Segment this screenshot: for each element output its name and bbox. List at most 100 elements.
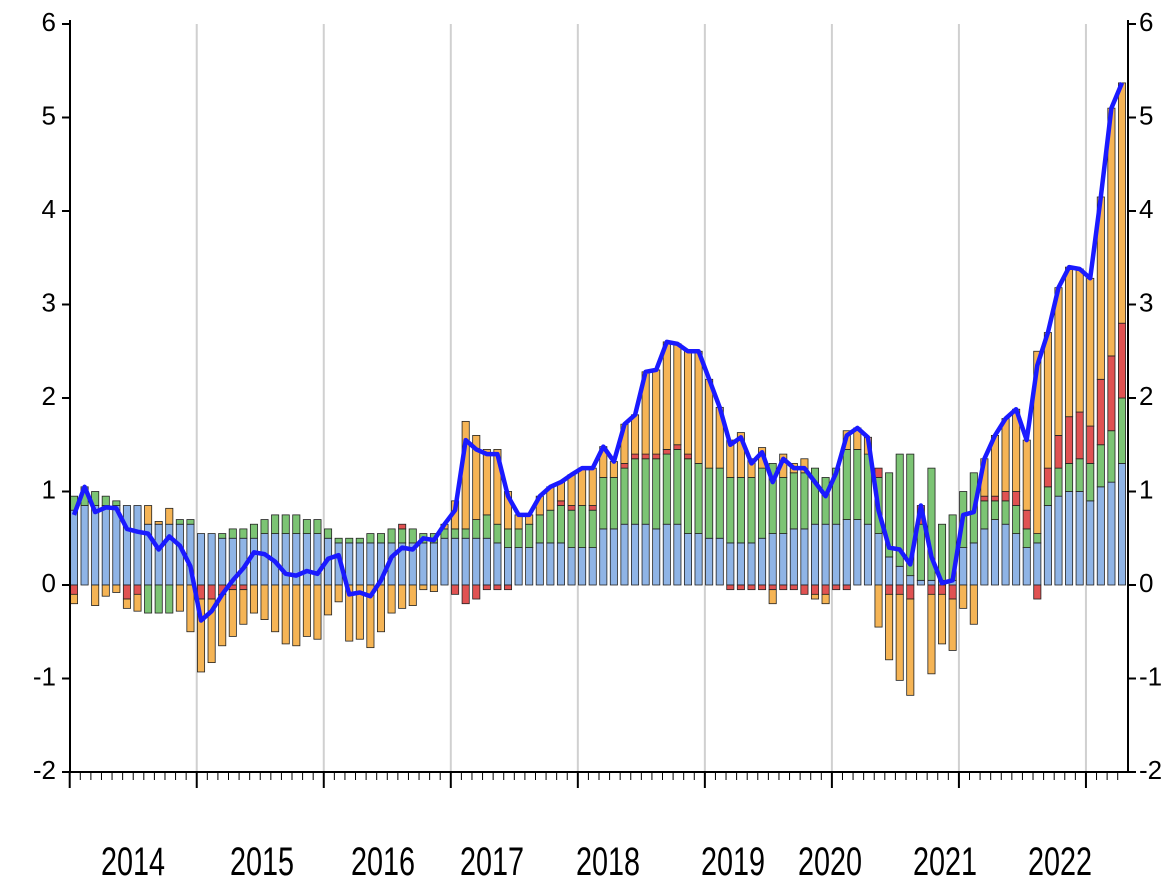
bar-segment — [927, 593, 936, 675]
bar-segment — [938, 593, 947, 645]
bar-segment — [652, 528, 661, 586]
bar-segment — [567, 474, 576, 506]
bar-segment — [144, 584, 153, 614]
bar-segment — [588, 467, 597, 506]
bar-segment — [895, 453, 904, 567]
bar-segment — [673, 523, 682, 586]
bar-segment — [736, 584, 745, 591]
bar-segment — [652, 458, 661, 530]
bar-segment — [641, 458, 650, 525]
bar-segment — [1012, 491, 1021, 506]
bar-segment — [916, 523, 925, 581]
bar-segment — [366, 533, 375, 544]
bar-segment — [207, 533, 216, 586]
bar-segment — [980, 500, 989, 530]
bar-segment — [885, 556, 894, 586]
bar-segment — [398, 584, 407, 609]
bar-segment — [895, 565, 904, 586]
bar-segment — [747, 542, 756, 586]
bar-segment — [705, 467, 714, 539]
bar-segment — [101, 495, 110, 506]
bar-segment — [419, 542, 428, 586]
bar-segment — [556, 505, 565, 544]
bar-segment — [631, 523, 640, 586]
bar-segment — [980, 495, 989, 502]
bar-segment — [609, 461, 618, 478]
bar-segment — [1107, 430, 1116, 483]
bar-segment — [652, 369, 661, 455]
bar-segment — [461, 584, 470, 605]
bar-segment — [588, 509, 597, 549]
bar-segment — [302, 584, 311, 637]
bar-segment — [726, 584, 735, 591]
bar-segment — [631, 414, 640, 455]
bar-segment — [292, 584, 301, 647]
bar-segment — [70, 584, 78, 595]
bar-segment — [429, 542, 438, 586]
bar-segment — [556, 500, 565, 506]
bar-segment — [419, 584, 428, 591]
bar-segment — [1096, 378, 1105, 446]
bar-segment — [154, 584, 163, 614]
bar-segment — [800, 584, 809, 595]
y2-tick-label: 5 — [1139, 100, 1153, 130]
bar-segment — [1022, 509, 1031, 530]
bar-segment — [620, 523, 629, 586]
bar-segment — [641, 523, 650, 586]
bar-segment — [705, 537, 714, 586]
bar-segment — [154, 523, 163, 586]
bar-segment — [408, 584, 417, 606]
bar-segment — [133, 505, 142, 586]
bar-segment — [1033, 542, 1042, 586]
bar-segment — [895, 584, 904, 595]
bar-segment — [355, 537, 364, 544]
bar-segment — [1086, 463, 1095, 502]
bar-segment — [620, 467, 629, 525]
bar-segment — [938, 584, 947, 595]
bar-segment — [1022, 547, 1031, 586]
bar-segment — [472, 537, 481, 586]
bar-segment — [895, 593, 904, 681]
bar-segment — [1118, 322, 1126, 399]
bar-segment — [588, 505, 597, 511]
bar-segment — [218, 537, 227, 586]
bar-segment — [874, 533, 883, 586]
bar-segment — [1086, 425, 1095, 464]
y2-tick-label: 2 — [1139, 381, 1153, 411]
bar-segment — [461, 537, 470, 586]
bar-segment — [154, 521, 163, 525]
bar-segment — [683, 350, 692, 455]
bar-segment — [948, 584, 957, 600]
bar-segment — [673, 449, 682, 525]
bar-segment — [662, 453, 671, 525]
bar-segment — [990, 519, 999, 586]
bar-segment — [736, 432, 745, 478]
bar-segment — [1001, 523, 1010, 586]
bar-segment — [334, 584, 343, 603]
bar-segment — [207, 598, 216, 664]
bar-segment — [747, 584, 756, 591]
bar-segment — [186, 519, 195, 525]
bar-segment — [302, 533, 311, 586]
bar-segment — [673, 343, 682, 446]
bar-segment — [800, 458, 809, 474]
bar-segment — [324, 584, 333, 616]
bar-segment — [588, 547, 597, 586]
bar-segment — [461, 420, 470, 530]
bar-segment — [514, 547, 523, 586]
x-tick-label: 2021 — [913, 839, 977, 884]
bar-segment — [768, 589, 777, 605]
bar-segment — [313, 584, 322, 640]
bar-segment — [811, 523, 820, 586]
bar-segment — [260, 584, 269, 620]
bar-segment — [1001, 500, 1010, 525]
bar-segment — [112, 584, 121, 593]
bar-segment — [493, 449, 502, 525]
bar-segment — [726, 477, 735, 544]
bar-segment — [874, 467, 883, 478]
bar-segment — [535, 514, 544, 544]
bar-segment — [631, 453, 640, 460]
bar-segment — [906, 575, 915, 586]
bar-segment — [990, 500, 999, 520]
bar-segment — [609, 528, 618, 586]
